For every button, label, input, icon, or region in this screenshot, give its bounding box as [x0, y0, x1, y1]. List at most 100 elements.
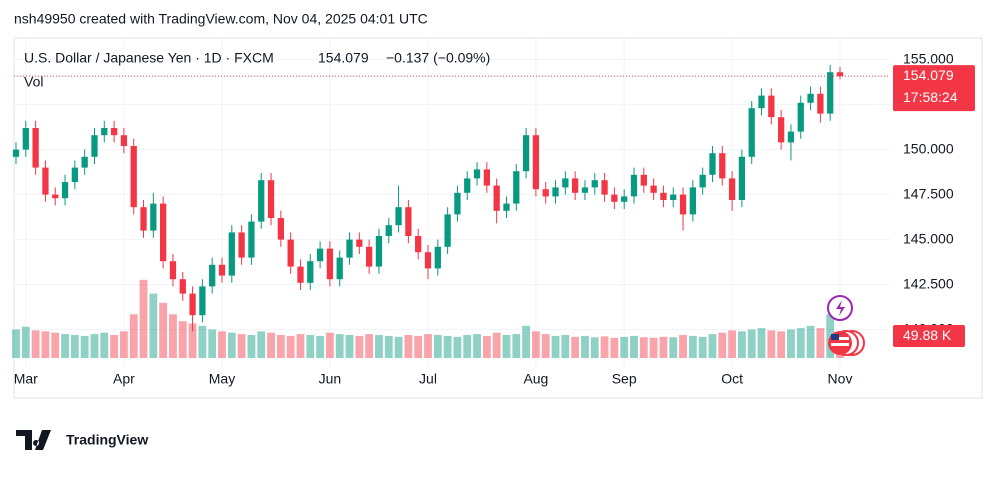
volume-bar	[247, 335, 256, 358]
candle-body	[287, 239, 294, 267]
candle-body	[670, 194, 677, 200]
candle-body	[552, 187, 559, 197]
candle-body	[797, 102, 804, 132]
volume-bar	[463, 335, 472, 358]
candle-body	[101, 128, 108, 136]
candle-body	[395, 207, 402, 226]
volume-label: 49.88 K	[903, 327, 952, 343]
x-tick-label: Oct	[721, 371, 743, 387]
candle-body	[591, 180, 598, 188]
volume-bar	[571, 336, 580, 358]
x-tick-label: Apr	[113, 371, 135, 387]
x-tick-label: May	[209, 371, 235, 387]
volume-bar	[139, 279, 148, 358]
volume-bar	[21, 326, 30, 358]
volume-bar	[169, 314, 177, 358]
volume-bar	[149, 293, 158, 358]
candle-body	[22, 128, 29, 150]
volume-bar	[110, 335, 119, 358]
candle-body	[572, 178, 579, 193]
candle-body	[238, 232, 245, 258]
candle-body	[758, 95, 765, 109]
candle-body	[601, 180, 608, 195]
volume-bar	[757, 328, 766, 358]
volume-bar	[227, 332, 236, 358]
candle-body	[454, 192, 461, 215]
volume-bar	[659, 336, 668, 358]
candle-body	[218, 264, 226, 276]
candle-body	[503, 203, 510, 211]
candle-body	[778, 117, 785, 143]
candle-body	[581, 187, 589, 193]
volume-bar	[777, 331, 786, 358]
candle-body	[61, 182, 69, 199]
volume-bar	[267, 332, 275, 358]
volume-bar	[649, 337, 658, 358]
candle-body	[542, 189, 549, 197]
volume-bar	[296, 334, 305, 358]
volume-bar	[325, 332, 334, 358]
candle-body	[464, 178, 471, 193]
candle-body	[768, 95, 775, 118]
volume-bar	[502, 335, 511, 358]
volume-bar	[375, 335, 383, 358]
volume-bar	[639, 337, 648, 358]
volume-bar	[424, 334, 432, 358]
volume-bar	[276, 335, 285, 358]
candle-body	[621, 196, 628, 202]
candle-body	[836, 72, 844, 77]
candle-body	[120, 135, 128, 146]
candle-body	[209, 264, 216, 287]
price-label: 154.079	[903, 67, 954, 83]
volume-bar	[188, 323, 197, 358]
candle-body	[817, 93, 824, 114]
volume-bar	[61, 334, 69, 358]
candle-body	[444, 214, 451, 247]
volume-bar	[531, 331, 540, 358]
candle-body	[110, 128, 118, 136]
volume-bar	[816, 328, 825, 358]
volume-bar	[80, 335, 89, 358]
header-price: 154.079	[318, 50, 369, 66]
volume-bar	[581, 335, 589, 358]
volume-bar	[443, 335, 452, 358]
candle-body	[326, 248, 334, 280]
candle-body	[140, 207, 147, 231]
volume-bar	[198, 325, 207, 358]
candle-body	[42, 167, 49, 195]
volume-bar	[718, 332, 727, 358]
candle-body	[385, 225, 392, 236]
candle-body	[719, 153, 726, 179]
candle-body	[728, 178, 736, 200]
volume-bar	[257, 331, 266, 358]
volume-bar	[688, 335, 697, 358]
byline: nsh49950 created with TradingView.com, N…	[14, 11, 428, 27]
volume-bar	[787, 329, 795, 358]
volume-bar	[482, 335, 491, 358]
x-tick-label: Nov	[828, 371, 853, 387]
volume-bar	[365, 334, 374, 358]
volume-bar	[70, 335, 79, 358]
volume-bar	[610, 337, 619, 358]
candle-body	[189, 293, 196, 316]
candle-body	[258, 180, 265, 222]
candle-body	[640, 174, 647, 186]
volume-bar	[394, 336, 403, 358]
candle-body	[513, 171, 520, 204]
volume-bar	[218, 331, 226, 358]
volume-bar	[492, 332, 501, 358]
logo-text: TradingView	[66, 432, 148, 448]
volume-bar	[355, 335, 364, 358]
candle-body	[277, 218, 284, 240]
volume-bar	[453, 336, 462, 358]
candle-body	[307, 261, 314, 283]
volume-bar	[541, 334, 550, 358]
volume-bar	[796, 328, 805, 358]
candle-body	[356, 239, 363, 247]
candle-body	[150, 203, 157, 231]
candle-body	[493, 185, 500, 211]
candle-body	[346, 239, 353, 258]
candle-body	[807, 93, 814, 103]
volume-bar	[630, 335, 638, 358]
candle-body	[199, 286, 206, 316]
